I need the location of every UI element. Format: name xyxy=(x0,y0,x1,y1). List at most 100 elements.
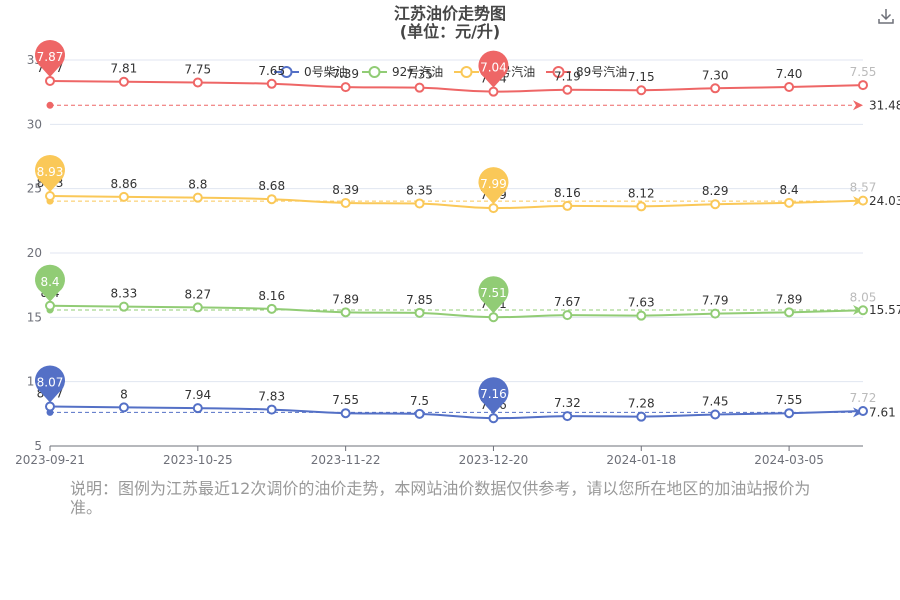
legend-marker xyxy=(368,66,381,78)
min-pin-label: 7.04 xyxy=(480,61,507,75)
data-point xyxy=(562,200,573,211)
data-label: 7.32 xyxy=(554,396,581,410)
average-label: 31.48 xyxy=(869,98,900,112)
legend-item-0[interactable]: 0号柴油 xyxy=(274,65,348,79)
data-label: 7.30 xyxy=(702,68,729,82)
data-point xyxy=(488,86,499,97)
data-point xyxy=(118,301,129,312)
legend-item-3[interactable]: 89号汽油 xyxy=(546,64,627,79)
data-point xyxy=(340,197,351,208)
series-line xyxy=(49,304,864,319)
data-point xyxy=(488,203,499,214)
legend-marker xyxy=(552,66,565,78)
data-point xyxy=(488,413,499,424)
series-line xyxy=(49,79,864,93)
data-point xyxy=(414,198,425,209)
x-tick-label: 2023-12-20 xyxy=(459,453,529,467)
max-pin-label: 8.93 xyxy=(37,165,64,179)
data-point xyxy=(636,201,647,212)
y-tick-label: 20 xyxy=(27,246,42,260)
data-point xyxy=(562,310,573,321)
data-label: 7.89 xyxy=(776,292,803,306)
y-tick-label: 5 xyxy=(34,439,42,453)
data-label: 7.39 xyxy=(332,67,359,81)
data-point xyxy=(45,191,55,202)
data-label: 7.67 xyxy=(554,295,581,309)
data-point xyxy=(266,303,277,314)
max-pin xyxy=(35,264,65,302)
data-label: 8.4 xyxy=(780,183,799,197)
average-arrow xyxy=(853,100,863,111)
data-label: 8.05 xyxy=(850,290,877,304)
data-point xyxy=(192,403,203,414)
data-label: 7.5 xyxy=(410,394,429,408)
data-point xyxy=(858,80,868,91)
data-label: 8.39 xyxy=(332,183,359,197)
x-tick-label: 2023-10-25 xyxy=(163,453,233,467)
data-point xyxy=(858,305,868,316)
data-point xyxy=(636,310,647,321)
min-pin xyxy=(478,167,509,205)
chart-subtitle: (单位：元/升) xyxy=(399,22,501,41)
data-point xyxy=(858,406,868,417)
data-point xyxy=(118,76,129,87)
legend-item-1[interactable]: 92号汽油 xyxy=(362,64,443,79)
grid-lines xyxy=(50,59,863,383)
data-label: 8.57 xyxy=(850,181,877,195)
data-point xyxy=(784,307,795,318)
data-label: 8.68 xyxy=(258,179,285,193)
data-label: 7.89 xyxy=(332,292,359,306)
min-pin-label: 7.99 xyxy=(480,177,507,191)
average-label: 15.57 xyxy=(869,303,900,317)
min-pin xyxy=(478,50,509,88)
average-start-dot xyxy=(46,101,54,109)
data-point xyxy=(192,302,203,313)
download-icon xyxy=(878,9,894,24)
average-label: 24.03 xyxy=(869,194,900,208)
data-point xyxy=(45,401,55,412)
data-label: 8.27 xyxy=(184,287,211,301)
series-1: 15.57 8.4 8.33 8.27 8.16 7.89 7.85 7.51 7.67 7.63… xyxy=(35,264,900,323)
legend[interactable]: 0号柴油 92号汽油 95号汽油 89号汽油 xyxy=(274,64,627,79)
min-pin xyxy=(478,276,509,314)
data-label: 7.45 xyxy=(702,394,729,408)
data-point xyxy=(45,75,55,86)
data-label: 8.35 xyxy=(406,183,433,197)
data-label: 7.28 xyxy=(628,397,655,411)
data-point xyxy=(266,404,277,415)
data-point xyxy=(340,307,351,318)
x-tick-label: 2024-01-18 xyxy=(606,453,676,467)
data-point xyxy=(192,192,203,203)
legend-label: 0号柴油 xyxy=(304,65,348,79)
data-point xyxy=(710,199,721,210)
data-label: 8.8 xyxy=(188,178,207,192)
max-pin-label: 8.4 xyxy=(40,275,59,289)
chart-title: 江苏油价走势图 xyxy=(393,4,506,23)
data-label: 8.86 xyxy=(111,177,138,191)
data-label: 7.63 xyxy=(628,296,655,310)
data-point xyxy=(340,82,351,93)
data-label: 7.40 xyxy=(776,67,803,81)
data-point xyxy=(562,84,573,95)
download-button[interactable] xyxy=(876,6,896,26)
data-point xyxy=(784,82,795,93)
data-point xyxy=(710,409,721,420)
legend-label: 92号汽油 xyxy=(392,64,443,79)
series-line xyxy=(49,405,864,420)
data-point xyxy=(192,77,203,88)
data-point xyxy=(414,408,425,419)
data-point xyxy=(414,82,425,93)
data-point xyxy=(784,197,795,208)
series-2: 24.03 8.93 8.86 8.8 8.68 8.39 8.35 7.99 8.16 8.12… xyxy=(35,155,900,214)
min-pin-label: 7.51 xyxy=(480,286,507,300)
average-arrow xyxy=(853,407,863,418)
y-tick-label: 25 xyxy=(27,182,42,196)
data-label: 8.33 xyxy=(111,287,138,301)
data-label: 7.79 xyxy=(702,294,729,308)
y-tick-label: 15 xyxy=(27,310,42,324)
y-tick-label: 30 xyxy=(27,117,42,131)
data-point xyxy=(118,191,129,202)
min-pin-label: 7.16 xyxy=(480,387,507,401)
